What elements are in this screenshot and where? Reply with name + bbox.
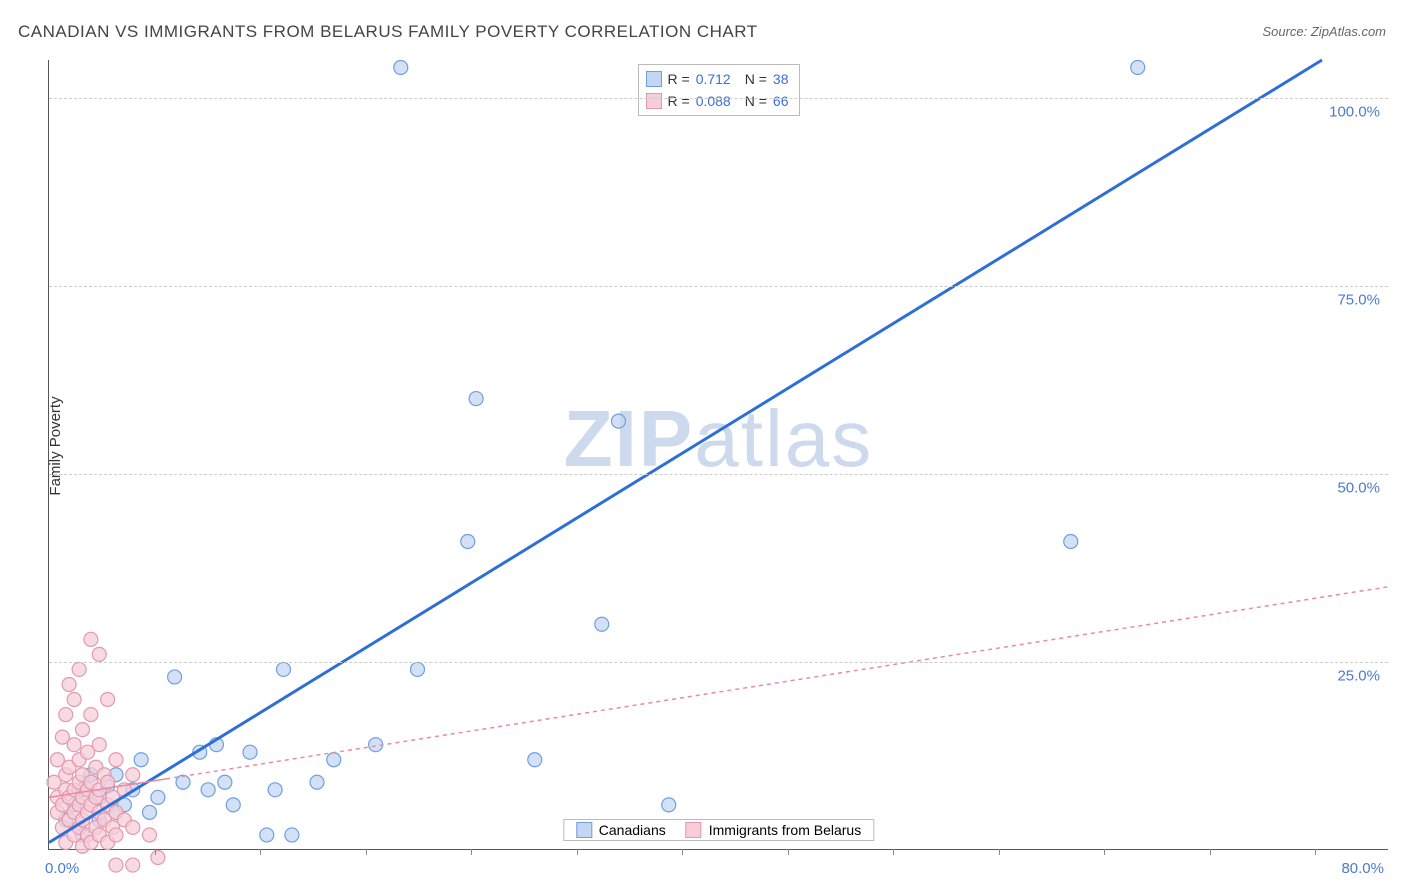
- scatter-point: [67, 738, 81, 752]
- scatter-point: [67, 693, 81, 707]
- swatch-canadians: [646, 71, 662, 87]
- scatter-point: [268, 783, 282, 797]
- scatter-point: [101, 693, 115, 707]
- legend-item-immigrants: Immigrants from Belarus: [686, 822, 861, 838]
- x-tick: [577, 849, 578, 855]
- stats-row-immigrants: R = 0.088 N = 66: [646, 90, 789, 112]
- scatter-point: [662, 798, 676, 812]
- scatter-point: [59, 708, 73, 722]
- bottom-legend: Canadians Immigrants from Belarus: [563, 819, 874, 841]
- x-tick: [1315, 849, 1316, 855]
- x-tick: [1104, 849, 1105, 855]
- scatter-point: [126, 768, 140, 782]
- scatter-point: [84, 708, 98, 722]
- scatter-point: [84, 632, 98, 646]
- scatter-point: [612, 414, 626, 428]
- stats-legend: R = 0.712 N = 38 R = 0.088 N = 66: [638, 64, 800, 116]
- n-value-immigrants: 66: [773, 90, 789, 112]
- legend-item-canadians: Canadians: [576, 822, 666, 838]
- scatter-point: [1064, 535, 1078, 549]
- y-tick-label: 25.0%: [1337, 667, 1380, 684]
- r-label: R =: [668, 68, 690, 90]
- scatter-point: [143, 805, 157, 819]
- scatter-point: [201, 783, 215, 797]
- trend-line: [49, 60, 1322, 842]
- scatter-point: [260, 828, 274, 842]
- gridline: [49, 98, 1388, 99]
- y-tick-label: 50.0%: [1337, 479, 1380, 496]
- gridline: [49, 474, 1388, 475]
- scatter-point: [327, 753, 341, 767]
- x-tick: [1210, 849, 1211, 855]
- n-label: N =: [745, 68, 767, 90]
- scatter-point: [151, 851, 165, 865]
- legend-swatch-immigrants: [686, 822, 702, 838]
- scatter-point: [469, 392, 483, 406]
- y-tick-label: 100.0%: [1329, 103, 1380, 120]
- scatter-point: [277, 662, 291, 676]
- x-tick: [788, 849, 789, 855]
- n-value-canadians: 38: [773, 68, 789, 90]
- scatter-point: [411, 662, 425, 676]
- n-label: N =: [745, 90, 767, 112]
- scatter-point: [109, 753, 123, 767]
- scatter-point: [595, 617, 609, 631]
- source-attribution: Source: ZipAtlas.com: [1262, 24, 1386, 39]
- scatter-point: [218, 775, 232, 789]
- scatter-point: [92, 738, 106, 752]
- scatter-point: [126, 858, 140, 872]
- legend-label-canadians: Canadians: [599, 822, 666, 838]
- gridline: [49, 286, 1388, 287]
- scatter-point: [528, 753, 542, 767]
- x-tick: [682, 849, 683, 855]
- stats-row-canadians: R = 0.712 N = 38: [646, 68, 789, 90]
- scatter-point: [394, 61, 408, 75]
- scatter-point: [1131, 61, 1145, 75]
- scatter-point: [151, 790, 165, 804]
- x-min-label: 0.0%: [45, 860, 79, 877]
- chart-title: CANADIAN VS IMMIGRANTS FROM BELARUS FAMI…: [18, 22, 758, 42]
- r-value-canadians: 0.712: [696, 68, 731, 90]
- x-tick: [366, 849, 367, 855]
- scatter-point: [134, 753, 148, 767]
- scatter-point: [461, 535, 475, 549]
- scatter-point: [72, 662, 86, 676]
- legend-label-immigrants: Immigrants from Belarus: [709, 822, 861, 838]
- gridline: [49, 662, 1388, 663]
- x-tick: [260, 849, 261, 855]
- plot-area: ZIPatlas R = 0.712 N = 38 R = 0.088 N = …: [48, 60, 1388, 850]
- swatch-immigrants: [646, 93, 662, 109]
- scatter-point: [92, 647, 106, 661]
- scatter-point: [310, 775, 324, 789]
- scatter-point: [109, 828, 123, 842]
- scatter-point: [76, 723, 90, 737]
- scatter-point: [243, 745, 257, 759]
- scatter-point: [168, 670, 182, 684]
- scatter-point: [126, 820, 140, 834]
- x-tick: [471, 849, 472, 855]
- scatter-point: [62, 677, 76, 691]
- scatter-point: [226, 798, 240, 812]
- r-value-immigrants: 0.088: [696, 90, 731, 112]
- r-label: R =: [668, 90, 690, 112]
- trend-line-dashed: [166, 587, 1389, 779]
- y-tick-label: 75.0%: [1337, 291, 1380, 308]
- x-tick: [155, 849, 156, 855]
- x-max-label: 80.0%: [1341, 860, 1384, 877]
- scatter-point: [285, 828, 299, 842]
- x-tick: [893, 849, 894, 855]
- scatter-point: [143, 828, 157, 842]
- legend-swatch-canadians: [576, 822, 592, 838]
- x-tick: [999, 849, 1000, 855]
- chart-svg: [49, 60, 1388, 849]
- scatter-point: [109, 858, 123, 872]
